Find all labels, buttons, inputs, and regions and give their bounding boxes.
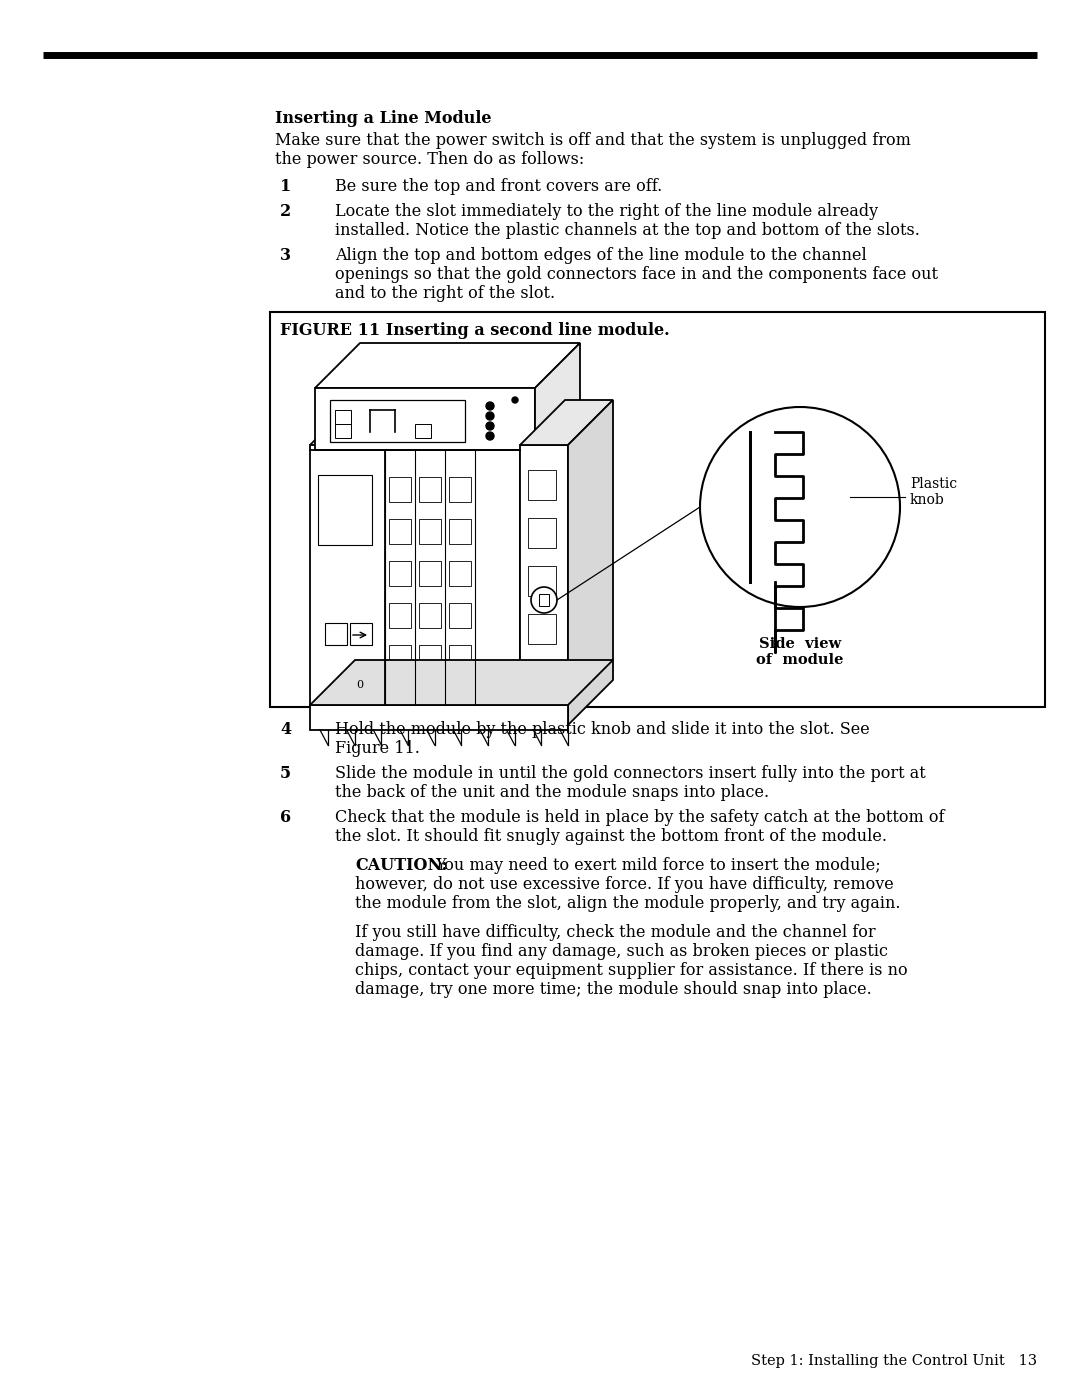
Text: Align the top and bottom edges of the line module to the channel: Align the top and bottom edges of the li… — [335, 247, 867, 264]
Polygon shape — [315, 388, 535, 451]
Bar — [389, 477, 411, 502]
Polygon shape — [310, 445, 519, 704]
Text: Locate the slot immediately to the right of the line module already: Locate the slot immediately to the right… — [335, 204, 878, 220]
Bar — [528, 470, 556, 499]
Text: the back of the unit and the module snaps into place.: the back of the unit and the module snap… — [335, 784, 769, 801]
Text: Figure 11.: Figure 11. — [335, 739, 420, 757]
Text: Slide the module in until the gold connectors insert fully into the port at: Slide the module in until the gold conne… — [335, 764, 926, 783]
Text: 6: 6 — [280, 809, 292, 826]
Polygon shape — [568, 400, 613, 725]
Bar — [350, 624, 372, 644]
Text: 5: 5 — [280, 764, 292, 783]
Text: and to the right of the slot.: and to the right of the slot. — [335, 285, 555, 301]
Bar — [389, 519, 411, 544]
Text: 0: 0 — [356, 679, 364, 691]
Text: 4: 4 — [280, 721, 292, 738]
Text: You may need to exert mild force to insert the module;: You may need to exert mild force to inse… — [435, 857, 881, 875]
Bar — [528, 614, 556, 644]
Polygon shape — [315, 343, 580, 388]
Text: Plastic
knob: Plastic knob — [910, 477, 957, 508]
Bar — [318, 476, 372, 545]
Bar — [449, 644, 471, 670]
Polygon shape — [310, 660, 613, 704]
Text: Side  view
of  module: Side view of module — [756, 638, 843, 667]
Circle shape — [486, 402, 494, 410]
Polygon shape — [310, 704, 568, 730]
Text: chips, contact your equipment supplier for assistance. If there is no: chips, contact your equipment supplier f… — [355, 963, 907, 979]
Bar — [449, 519, 471, 544]
Polygon shape — [519, 445, 568, 725]
Text: Be sure the top and front covers are off.: Be sure the top and front covers are off… — [335, 179, 662, 195]
Bar — [325, 624, 347, 644]
Bar — [449, 561, 471, 586]
Text: CAUTION:: CAUTION: — [355, 857, 447, 875]
Bar — [330, 400, 465, 442]
Text: 1: 1 — [280, 179, 292, 195]
Text: damage. If you find any damage, such as broken pieces or plastic: damage. If you find any damage, such as … — [355, 943, 888, 960]
Bar — [528, 663, 556, 692]
Polygon shape — [750, 432, 804, 651]
Bar — [528, 518, 556, 548]
Circle shape — [486, 423, 494, 430]
Circle shape — [512, 398, 518, 403]
Bar — [335, 424, 351, 438]
Bar — [449, 603, 471, 628]
Text: damage, try one more time; the module should snap into place.: damage, try one more time; the module sh… — [355, 981, 872, 997]
Bar — [335, 410, 351, 424]
Bar — [270, 312, 1045, 707]
Text: 3: 3 — [280, 247, 291, 264]
Bar — [539, 594, 549, 605]
Bar — [415, 424, 431, 438]
Bar — [419, 519, 441, 544]
Bar — [528, 566, 556, 596]
Text: Make sure that the power switch is off and that the system is unplugged from: Make sure that the power switch is off a… — [275, 133, 910, 149]
Bar — [419, 561, 441, 586]
Bar — [419, 644, 441, 670]
Text: Check that the module is held in place by the safety catch at the bottom of: Check that the module is held in place b… — [335, 809, 945, 826]
Polygon shape — [310, 400, 565, 445]
Text: Inserting a Line Module: Inserting a Line Module — [275, 110, 491, 127]
Circle shape — [531, 587, 557, 612]
Polygon shape — [519, 400, 613, 445]
Circle shape — [486, 412, 494, 420]
Text: the power source. Then do as follows:: the power source. Then do as follows: — [275, 151, 584, 167]
Circle shape — [486, 432, 494, 439]
Bar — [419, 603, 441, 628]
Bar — [419, 477, 441, 502]
Text: however, do not use excessive force. If you have difficulty, remove: however, do not use excessive force. If … — [355, 876, 894, 893]
Text: FIGURE 11 Inserting a second line module.: FIGURE 11 Inserting a second line module… — [280, 322, 670, 339]
Bar — [389, 561, 411, 586]
Text: If you still have difficulty, check the module and the channel for: If you still have difficulty, check the … — [355, 923, 876, 942]
Ellipse shape — [700, 407, 900, 607]
Bar — [449, 477, 471, 502]
Bar — [389, 603, 411, 628]
Polygon shape — [535, 343, 580, 451]
Text: the module from the slot, align the module properly, and try again.: the module from the slot, align the modu… — [355, 896, 901, 912]
Text: installed. Notice the plastic channels at the top and bottom of the slots.: installed. Notice the plastic channels a… — [335, 222, 920, 239]
Text: openings so that the gold connectors face in and the components face out: openings so that the gold connectors fac… — [335, 266, 939, 283]
Text: the slot. It should fit snugly against the bottom front of the module.: the slot. It should fit snugly against t… — [335, 829, 887, 845]
Bar — [389, 644, 411, 670]
Polygon shape — [519, 400, 565, 704]
Text: Hold the module by the plastic knob and slide it into the slot. See: Hold the module by the plastic knob and … — [335, 721, 869, 738]
Text: Step 1: Installing the Control Unit   13: Step 1: Installing the Control Unit 13 — [751, 1355, 1037, 1368]
Text: 2: 2 — [280, 204, 292, 220]
